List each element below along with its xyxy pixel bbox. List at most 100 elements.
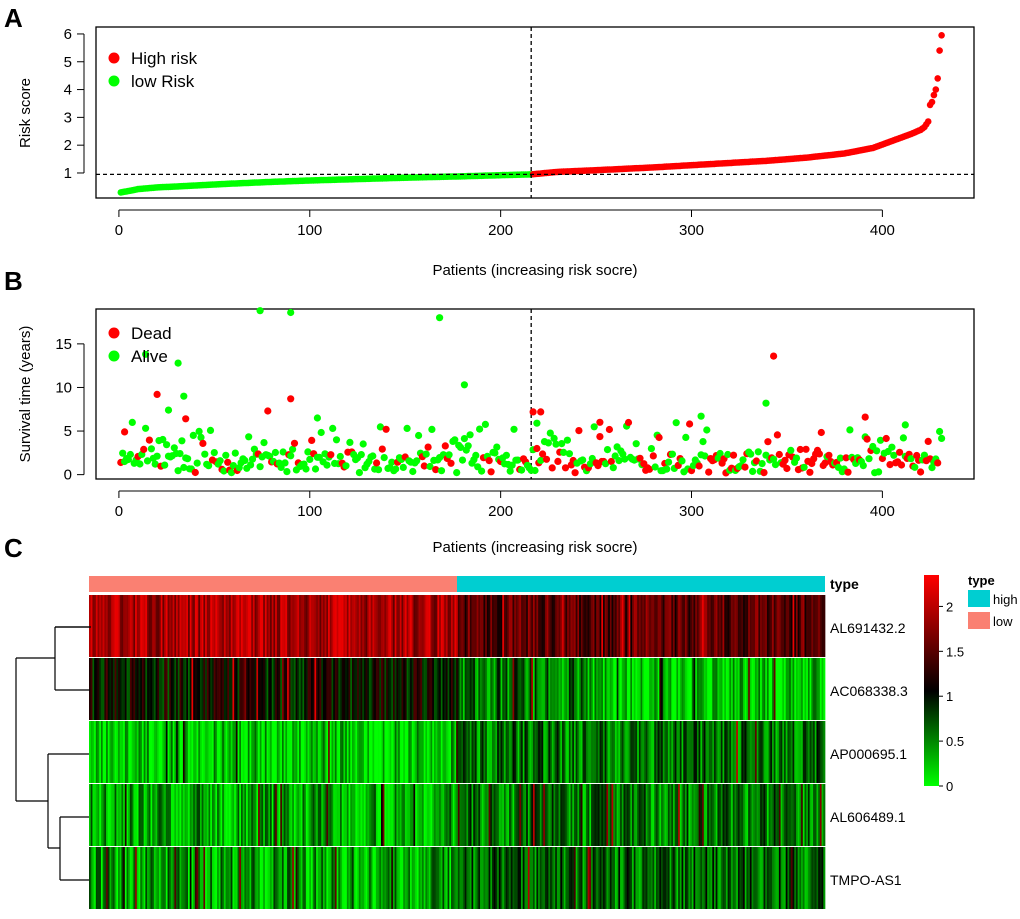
heatmap-cell — [145, 784, 148, 846]
heatmap-cell — [611, 784, 614, 846]
heatmap-cell — [345, 658, 348, 720]
heatmap-cell — [97, 721, 100, 783]
heatmap-cell — [623, 721, 626, 783]
heatmap-cell — [104, 721, 107, 783]
heatmap-cell — [242, 658, 245, 720]
heatmap-cell — [230, 784, 233, 846]
heatmap-cell — [290, 595, 293, 657]
heatmap-cell — [565, 721, 568, 783]
heatmap-cell — [205, 595, 208, 657]
heatmap-cell — [772, 784, 775, 846]
heatmap-cell — [440, 595, 443, 657]
heatmap-cell — [398, 721, 401, 783]
panel-label-c: C — [4, 533, 23, 563]
heatmap-cell — [220, 595, 223, 657]
heatmap-cell — [626, 847, 629, 909]
survival-point-dead — [705, 468, 713, 476]
heatmap-cell — [442, 595, 445, 657]
heatmap-cell — [423, 784, 426, 846]
heatmap-cell — [251, 784, 254, 846]
heatmap-cell — [186, 721, 189, 783]
heatmap-cell — [133, 847, 136, 909]
survival-point-dead — [378, 445, 386, 453]
heatmap-cell — [196, 658, 199, 720]
heatmap-cells — [89, 595, 826, 909]
heatmap-cell — [522, 721, 525, 783]
heatmap-cell — [486, 721, 489, 783]
heatmap-cell — [181, 658, 184, 720]
survival-point-alive — [603, 446, 612, 454]
heatmap-cell — [802, 784, 805, 846]
heatmap-cell — [669, 595, 672, 657]
row-label-al606489: AL606489.1 — [830, 809, 906, 825]
heatmap-cell — [806, 595, 809, 657]
heatmap-cell — [761, 595, 764, 657]
heatmap-cell — [263, 784, 266, 846]
heatmap-cell — [276, 784, 279, 846]
heatmap-cell — [625, 784, 628, 846]
heatmap-cell — [377, 658, 380, 720]
heatmap-cell — [230, 658, 233, 720]
heatmap-cell — [348, 721, 351, 783]
heatmap-cell — [338, 658, 341, 720]
heatmap-cell — [211, 595, 215, 657]
survival-point-dead — [882, 434, 890, 443]
heatmap-cell — [789, 847, 792, 909]
risk-plot-frame — [95, 26, 975, 199]
heatmap-cell — [182, 721, 185, 783]
legend-dead-label: Dead — [131, 324, 172, 343]
heatmap-cell — [823, 721, 826, 783]
heatmap-cell — [420, 595, 423, 657]
survival-point-dead — [752, 457, 761, 465]
heatmap-cell — [449, 721, 452, 783]
heatmap-cell — [476, 595, 479, 657]
heatmap-cell — [394, 658, 397, 720]
heatmap-cell — [162, 847, 165, 909]
heatmap-cell — [466, 784, 469, 846]
heatmap-cell — [505, 595, 508, 657]
heatmap-cell — [208, 721, 211, 783]
heatmap-cell — [591, 721, 594, 783]
heatmap-cell — [328, 721, 331, 783]
heatmap-cell — [710, 658, 713, 720]
heatmap-cell — [374, 784, 377, 846]
heatmap-cell — [263, 658, 266, 720]
heatmap-cell — [527, 595, 530, 657]
survival-point-alive — [682, 433, 690, 441]
heatmap-cell — [821, 847, 824, 909]
heatmap-cell — [252, 847, 255, 909]
heatmap-cell — [211, 721, 215, 783]
heatmap-cell — [299, 784, 302, 846]
heatmap-cell — [428, 595, 431, 657]
heatmap-cell — [565, 658, 568, 720]
heatmap-cell — [715, 595, 718, 657]
survival-point-alive — [762, 399, 770, 407]
heatmap-cell — [466, 595, 469, 657]
heatmap-cell — [121, 658, 124, 720]
heatmap-cell — [806, 847, 809, 909]
heatmap-cell — [591, 784, 594, 846]
heatmap-cell — [714, 784, 717, 846]
heatmap-cell — [621, 721, 624, 783]
heatmap-cell — [264, 721, 267, 783]
heatmap-cell — [126, 847, 129, 909]
heatmap-cell — [768, 658, 771, 720]
heatmap-cell — [772, 658, 775, 720]
heatmap-cell — [461, 847, 464, 909]
heatmap-cell — [205, 847, 208, 909]
heatmap-cell — [324, 595, 327, 657]
heatmap-cell — [737, 847, 740, 909]
heatmap-cell — [321, 658, 324, 720]
heatmap-cell — [230, 847, 233, 909]
heatmap-cell — [288, 784, 291, 846]
heatmap-cell — [126, 658, 129, 720]
heatmap-cell — [801, 721, 804, 783]
heatmap-cell — [703, 658, 706, 720]
heatmap-cell — [121, 784, 124, 846]
heatmap-cell — [543, 847, 546, 909]
heatmap-cell — [340, 658, 343, 720]
heatmap-cell — [773, 784, 776, 846]
heatmap-cell — [285, 784, 288, 846]
heatmap-cell — [760, 784, 763, 846]
heatmap-cell — [784, 784, 787, 846]
